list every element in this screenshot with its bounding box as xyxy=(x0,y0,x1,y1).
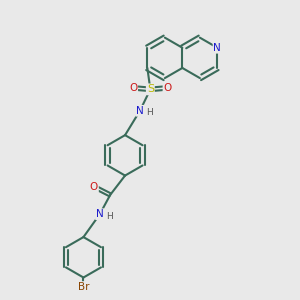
Text: S: S xyxy=(147,84,154,94)
Text: N: N xyxy=(136,106,144,116)
Text: O: O xyxy=(164,83,172,93)
Text: H: H xyxy=(146,108,153,117)
Text: O: O xyxy=(129,83,137,93)
Text: Br: Br xyxy=(78,282,89,292)
Text: N: N xyxy=(214,43,221,53)
Text: N: N xyxy=(96,209,104,219)
Text: O: O xyxy=(90,182,98,192)
Text: H: H xyxy=(106,212,113,221)
